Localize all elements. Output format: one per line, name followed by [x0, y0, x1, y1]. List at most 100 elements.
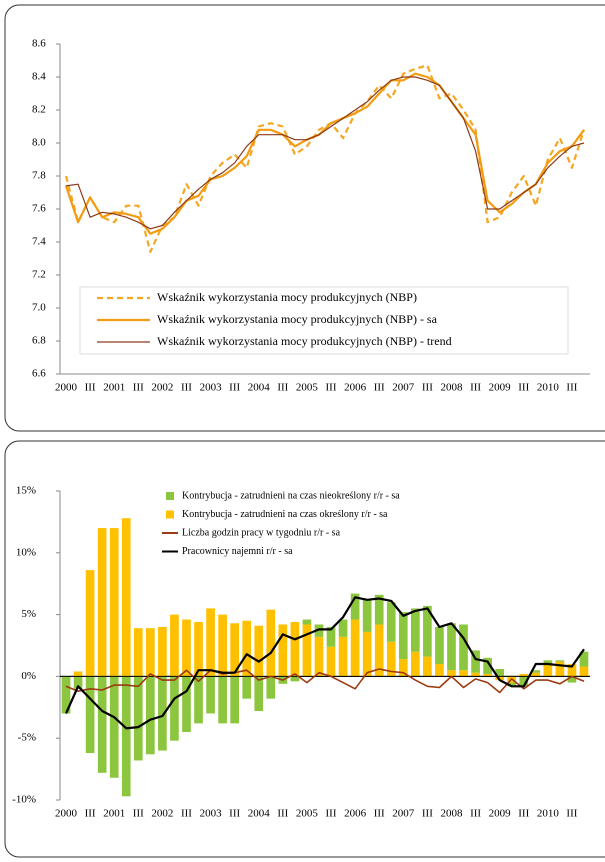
x-tick-label: III [133, 808, 144, 820]
bar [362, 631, 372, 677]
x-tick-label: III [566, 808, 577, 820]
bar [170, 614, 179, 677]
x-tick-label: III [326, 382, 337, 394]
y-tick-label: 15% [16, 485, 36, 497]
bar [61, 676, 71, 714]
bar [133, 628, 143, 677]
bar [242, 620, 252, 677]
bar [194, 676, 203, 724]
x-tick-label: 2001 [103, 808, 125, 820]
bar [254, 676, 264, 712]
x-tick-label: 2003 [200, 382, 223, 394]
bar [230, 676, 239, 724]
x-tick-label: III [229, 808, 240, 820]
bar [121, 518, 131, 677]
legend-box [79, 286, 569, 355]
legend-label: Liczba godzin pracy w tygodniu r/r - sa [182, 527, 341, 538]
x-tick-label: 2004 [248, 808, 271, 820]
x-tick-label: 2006 [344, 382, 367, 394]
bar [350, 593, 360, 620]
legend-label: Wskaźnik wykorzystania mocy produkcyjnyc… [157, 312, 438, 326]
bar [435, 664, 444, 677]
x-tick-label: III [277, 808, 288, 820]
legend: Wskaźnik wykorzystania mocy produkcyjnyc… [79, 286, 569, 355]
y-tick-label: 8.2 [32, 104, 46, 116]
bar [278, 624, 288, 677]
x-tick-label: 2007 [392, 808, 415, 820]
bar [182, 676, 191, 733]
bar [206, 608, 215, 677]
line [65, 76, 585, 230]
x-tick-label: 2010 [537, 382, 560, 394]
legend: Kontrybucja - zatrudnieni na czas nieokr… [162, 490, 400, 557]
bar [73, 676, 83, 689]
bar [447, 623, 456, 671]
x-tick-label: III [422, 808, 433, 820]
bar [567, 676, 577, 683]
bar [447, 670, 456, 677]
bar [302, 619, 312, 625]
bar [326, 646, 336, 677]
x-tick-label: 2004 [248, 382, 271, 394]
bar [398, 659, 408, 677]
bar [495, 668, 504, 677]
x-tick-label: III [85, 808, 96, 820]
x-tick-label: III [374, 808, 385, 820]
line [65, 668, 585, 694]
x-tick-label: 2009 [489, 808, 512, 820]
bar [519, 673, 529, 677]
bar [109, 676, 119, 778]
bar [362, 599, 372, 632]
bar [170, 676, 179, 741]
bar [230, 623, 239, 677]
bar [435, 626, 444, 665]
y-tick-label: 8.4 [32, 71, 46, 83]
x-tick-label: III [374, 382, 385, 394]
legend-label: Wskaźnik wykorzystania mocy produkcyjnyc… [157, 334, 452, 348]
bar [531, 672, 541, 677]
x-tick-label: 2000 [55, 382, 78, 394]
x-tick-label: III [518, 808, 529, 820]
bar [97, 676, 107, 773]
x-tick-label: 2005 [296, 382, 319, 394]
bar [423, 605, 432, 657]
x-tick-label: 2005 [296, 808, 319, 820]
bar [374, 594, 384, 625]
bar [543, 664, 553, 677]
bar [121, 676, 131, 797]
x-tick-label: III [133, 382, 144, 394]
legend-swatch [166, 510, 174, 519]
bar [411, 608, 420, 652]
x-tick-label: 2000 [55, 808, 78, 820]
bar [73, 671, 83, 677]
x-tick-label: III [422, 382, 433, 394]
legend-swatch [166, 492, 174, 500]
bar [386, 602, 396, 642]
x-tick-label: III [326, 808, 337, 820]
bar [543, 660, 553, 665]
y-tick-label: 8.0 [32, 137, 46, 149]
bar [266, 676, 276, 699]
bar [338, 619, 348, 637]
panel [4, 4, 605, 432]
bar [242, 676, 252, 699]
y-tick-label: 7.6 [32, 203, 46, 215]
bar [386, 641, 396, 677]
bar [314, 624, 324, 637]
bar [326, 626, 336, 647]
x-tick-label: III [85, 382, 96, 394]
y-tick-label: 6.8 [32, 335, 46, 347]
bar [567, 664, 577, 677]
legend-label: Kontrybucja - zatrudnieni na czas nieokr… [182, 490, 400, 501]
bar [146, 628, 155, 677]
x-tick-label: 2003 [200, 808, 223, 820]
y-tick-label: -5% [18, 732, 36, 744]
bar [411, 651, 420, 677]
bar [471, 650, 480, 673]
bar [97, 528, 107, 677]
x-tick-label: 2007 [392, 382, 415, 394]
y-tick-label: 7.2 [32, 269, 46, 281]
x-tick-label: 2009 [489, 382, 512, 394]
bar [555, 661, 565, 677]
